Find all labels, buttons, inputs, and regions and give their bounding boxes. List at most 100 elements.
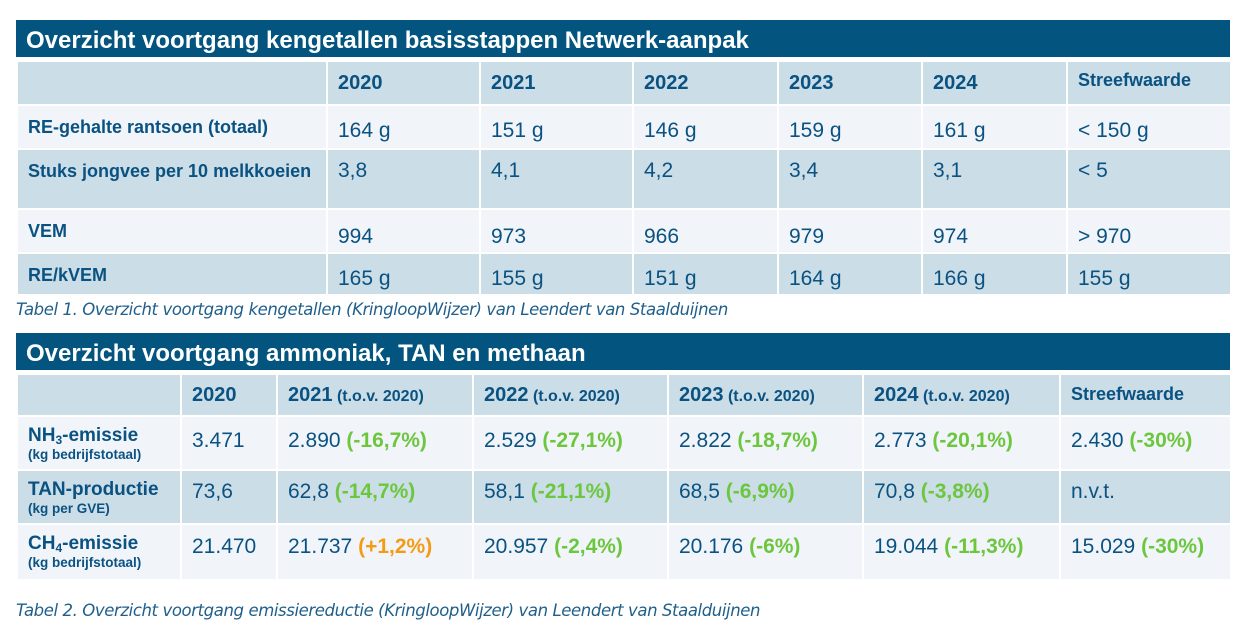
cell-value: 3,4	[777, 148, 923, 210]
change-badge: (+1,2%)	[358, 535, 433, 558]
change-badge: (-30%)	[1141, 535, 1205, 558]
cell-value: 3.471	[180, 415, 278, 471]
value-text: 2.773	[874, 429, 927, 452]
row-label-ch4: CH4-emissie (kg bedrijfstotaal)	[16, 523, 182, 581]
cell-value: 4,1	[479, 148, 634, 210]
change-badge: (-2,4%)	[554, 535, 623, 558]
table-row: NH3-emissie (kg bedrijfstotaal) 3.471 2.8…	[16, 415, 1232, 471]
cell-target: < 5	[1066, 148, 1232, 210]
value-text: 62,8	[288, 480, 329, 503]
value-text: n.v.t.	[1071, 480, 1115, 503]
cell-value: 21.470	[180, 523, 278, 581]
column-header-2020: 2020	[180, 373, 278, 417]
cell-value: 4,2	[632, 148, 779, 210]
column-header-2021: 2021 (t.o.v. 2020)	[276, 373, 474, 417]
column-header-2023: 2023	[777, 60, 923, 106]
change-badge: (-14,7%)	[334, 480, 416, 503]
cell-value: 58,1 (-21,1%)	[472, 469, 669, 525]
row-unit: (kg bedrijfstotaal)	[28, 555, 142, 570]
cell-value: 2.773 (-20,1%)	[862, 415, 1061, 471]
column-header-suffix: (t.o.v. 2020)	[528, 388, 620, 405]
change-badge: (-6%)	[749, 535, 801, 558]
value-text: 15.029	[1071, 535, 1136, 558]
table-row: RE/kVEM 165 g 155 g 151 g 164 g 166 g 15…	[16, 252, 1232, 296]
label-rest: -emissie	[62, 533, 139, 554]
cell-target: 15.029 (-30%)	[1059, 523, 1232, 581]
column-header-streefwaarde: Streefwaarde	[1059, 373, 1232, 417]
cell-value: 20.957 (-2,4%)	[472, 523, 669, 581]
value-text: 21.737	[288, 535, 353, 558]
cell-value: 966	[632, 208, 779, 254]
change-badge: (-21,1%)	[530, 480, 612, 503]
cell-value: 165 g	[326, 252, 481, 296]
column-header-suffix: (t.o.v. 2020)	[918, 388, 1010, 405]
column-header-2021: 2021	[479, 60, 634, 106]
value-text: 70,8	[874, 480, 915, 503]
cell-value: 151 g	[479, 104, 634, 150]
table-title: Overzicht voortgang kengetallen basissta…	[16, 20, 1230, 60]
value-text: 20.957	[484, 535, 549, 558]
cell-target: n.v.t.	[1059, 469, 1232, 525]
row-label: VEM	[16, 208, 328, 254]
table-kengetallen: Overzicht voortgang kengetallen basissta…	[16, 20, 1232, 296]
table-row: VEM 994 973 966 979 974 > 970	[16, 208, 1232, 254]
label-main: TAN-productie	[28, 479, 159, 500]
table-row: Stuks jongvee per 10 melkkoeien 3,8 4,1 …	[16, 148, 1232, 210]
column-header-2022: 2022 (t.o.v. 2020)	[472, 373, 669, 417]
cell-target: 155 g	[1066, 252, 1232, 296]
label-subscript: 3	[55, 433, 63, 447]
cell-value: 62,8 (-14,7%)	[276, 469, 474, 525]
cell-value: 2.822 (-18,7%)	[667, 415, 864, 471]
value-text: 2.430	[1071, 429, 1124, 452]
row-label-nh3: NH3-emissie (kg bedrijfstotaal)	[16, 415, 182, 471]
change-badge: (-3,8%)	[920, 480, 990, 503]
column-header-2024: 2024 (t.o.v. 2020)	[862, 373, 1061, 417]
table-caption: Tabel 1. Overzicht voortgang kengetallen…	[16, 300, 728, 319]
cell-value: 2.890 (-16,7%)	[276, 415, 474, 471]
column-header-2020: 2020	[326, 60, 481, 106]
cell-value: 2.529 (-27,1%)	[472, 415, 669, 471]
cell-target: < 150 g	[1066, 104, 1232, 150]
row-label: RE/kVEM	[16, 252, 328, 296]
value-text: 21.470	[192, 535, 257, 558]
cell-value: 21.737 (+1,2%)	[276, 523, 474, 581]
row-label: RE-gehalte rantsoen (totaal)	[16, 104, 328, 150]
column-header-suffix: (t.o.v. 2020)	[332, 388, 424, 405]
cell-value: 973	[479, 208, 634, 254]
table-row: RE-gehalte rantsoen (totaal) 164 g 151 g…	[16, 104, 1232, 150]
column-header-2024: 2024	[921, 60, 1068, 106]
cell-value: 151 g	[632, 252, 779, 296]
cell-value: 159 g	[777, 104, 923, 150]
value-text: 2.822	[679, 429, 732, 452]
value-text: 3.471	[192, 429, 245, 452]
table-caption: Tabel 2. Overzicht voortgang emissieredu…	[16, 601, 761, 620]
column-header-streefwaarde: Streefwaarde	[1066, 60, 1232, 106]
column-header-suffix: (t.o.v. 2020)	[723, 388, 815, 405]
column-header-2023: 2023 (t.o.v. 2020)	[667, 373, 864, 417]
column-header-year: 2022	[484, 384, 529, 406]
value-text: 19.044	[874, 535, 939, 558]
change-badge: (-20,1%)	[932, 429, 1013, 452]
label-rest: -emissie	[62, 425, 139, 446]
cell-value: 979	[777, 208, 923, 254]
cell-value: 3,8	[326, 148, 481, 210]
kengetallen-grid: 2020 2021 2022 2023 2024 Streefwaarde RE…	[16, 60, 1232, 296]
column-header-year: 2023	[679, 384, 724, 406]
change-badge: (-6,9%)	[725, 480, 795, 503]
cell-value: 20.176 (-6%)	[667, 523, 864, 581]
header-row: 2020 2021 2022 2023 2024 Streefwaarde	[16, 60, 1232, 106]
column-header-label	[16, 373, 182, 417]
change-badge: (-11,3%)	[944, 535, 1024, 558]
emissies-grid: 2020 2021 (t.o.v. 2020) 2022 (t.o.v. 202…	[16, 373, 1232, 581]
cell-value: 68,5 (-6,9%)	[667, 469, 864, 525]
table-emissies: Overzicht voortgang ammoniak, TAN en met…	[16, 333, 1232, 581]
label-main: CH	[28, 533, 56, 554]
header-row: 2020 2021 (t.o.v. 2020) 2022 (t.o.v. 202…	[16, 373, 1232, 417]
column-header-2022: 2022	[632, 60, 779, 106]
cell-value: 146 g	[632, 104, 779, 150]
table-title: Overzicht voortgang ammoniak, TAN en met…	[16, 333, 1230, 373]
column-header-year: 2021	[288, 384, 333, 406]
row-unit: (kg bedrijfstotaal)	[28, 447, 142, 462]
cell-value: 155 g	[479, 252, 634, 296]
value-text: 73,6	[192, 480, 233, 503]
